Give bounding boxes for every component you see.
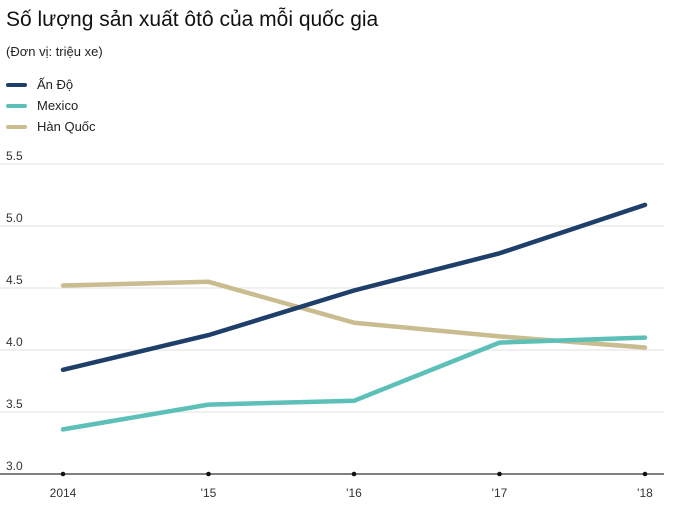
legend: Ấn Độ Mexico Hàn Quốc bbox=[6, 74, 96, 137]
series-line-mexico bbox=[60, 335, 648, 432]
x-tick-dot bbox=[206, 471, 211, 477]
x-tick-dot bbox=[60, 471, 66, 477]
legend-item-mexico: Mexico bbox=[6, 95, 96, 116]
legend-item-han-quoc: Hàn Quốc bbox=[6, 116, 96, 137]
y-tick-label: 5.5 bbox=[6, 149, 23, 163]
x-tick-label: '18 bbox=[637, 486, 653, 500]
chart-title: Số lượng sản xuất ôtô của mỗi quốc gia bbox=[6, 8, 379, 31]
legend-item-an-do: Ấn Độ bbox=[6, 74, 96, 95]
legend-swatch-an-do bbox=[6, 82, 27, 87]
x-tick-dot bbox=[351, 471, 357, 477]
chart-subtitle: (Đơn vị: triệu xe) bbox=[6, 44, 103, 59]
legend-label-han-quoc: Hàn Quốc bbox=[37, 119, 96, 134]
legend-swatch-mexico bbox=[6, 103, 27, 108]
x-tick-label: '17 bbox=[492, 486, 508, 500]
y-tick-label: 5.0 bbox=[6, 211, 23, 225]
legend-swatch-han-quoc bbox=[6, 124, 27, 129]
legend-label-mexico: Mexico bbox=[37, 98, 79, 113]
x-tick-dot bbox=[642, 471, 648, 477]
y-tick-label: 4.0 bbox=[6, 335, 23, 349]
x-tick-dot bbox=[497, 471, 502, 477]
series-line-an-do bbox=[60, 202, 648, 373]
x-tick-label: '16 bbox=[346, 486, 362, 500]
y-tick-label: 4.5 bbox=[6, 273, 23, 287]
y-tick-label: 3.0 bbox=[6, 459, 23, 473]
y-tick-label: 3.5 bbox=[6, 397, 23, 411]
x-tick-label: 2014 bbox=[50, 486, 77, 500]
legend-label-an-do: Ấn Độ bbox=[37, 77, 74, 92]
x-tick-label: '15 bbox=[201, 486, 217, 500]
